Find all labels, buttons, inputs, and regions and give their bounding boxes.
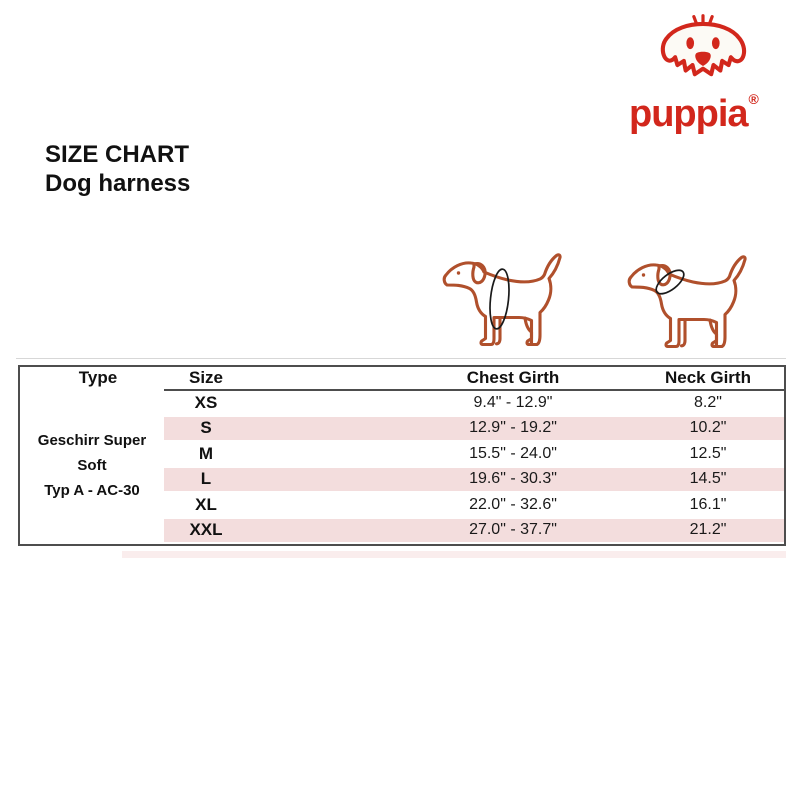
column-header-size: Size [164, 367, 269, 391]
registered-trademark-symbol: ® [748, 91, 759, 107]
table-row-s-chest: 12.9" - 19.2" [269, 416, 632, 442]
page-title: SIZE CHART [45, 141, 189, 168]
neck-girth-dog-diagram [627, 255, 747, 349]
product-type-model: Typ A - AC-30 [44, 482, 140, 499]
table-row-xs-size: XS [164, 391, 269, 417]
puppia-wordmark-text: puppia [629, 93, 749, 135]
table-row-l-size: L [164, 467, 269, 493]
puppia-wordmark: puppia ® [629, 91, 759, 135]
table-row-xxl-neck: 21.2" [632, 518, 784, 544]
table-row-l-neck: 14.5" [632, 467, 784, 493]
table-row-xs-chest: 9.4" - 12.9" [269, 391, 632, 417]
column-header-neck-girth: Neck Girth [632, 367, 784, 391]
page-subtitle: Dog harness [45, 170, 191, 197]
product-type-cell: Geschirr Super Soft Typ A - AC-30 [20, 389, 164, 542]
table-row-xxl-size: XXL [164, 518, 269, 544]
table-row-xl-neck: 16.1" [632, 493, 784, 519]
table-row-xl-chest: 22.0" - 32.6" [269, 493, 632, 519]
table-top-rule [16, 358, 786, 359]
table-shadow-strip [122, 551, 786, 558]
table-row-m-neck: 12.5" [632, 442, 784, 468]
table-row-s-size: S [164, 416, 269, 442]
puppia-dog-face-icon [660, 14, 747, 77]
column-header-type: Type [20, 367, 164, 391]
column-header-chest-girth: Chest Girth [269, 367, 632, 391]
table-row-xxl-chest: 27.0" - 37.7" [269, 518, 632, 544]
chest-girth-dog-diagram [442, 253, 562, 347]
size-chart-table: Type Size Chest Girth Neck Girth Geschir… [18, 365, 786, 546]
table-row-m-chest: 15.5" - 24.0" [269, 442, 632, 468]
table-row-s-neck: 10.2" [632, 416, 784, 442]
table-row-l-chest: 19.6" - 30.3" [269, 467, 632, 493]
product-type-name: Geschirr Super Soft [37, 432, 147, 474]
table-row-xl-size: XL [164, 493, 269, 519]
neck-girth-measure-ellipse [655, 269, 685, 295]
page-header: SIZE CHART Dog harness [45, 140, 190, 198]
table-row-xs-neck: 8.2" [632, 391, 784, 417]
table-row-m-size: M [164, 442, 269, 468]
chest-girth-measure-ellipse [489, 268, 510, 330]
